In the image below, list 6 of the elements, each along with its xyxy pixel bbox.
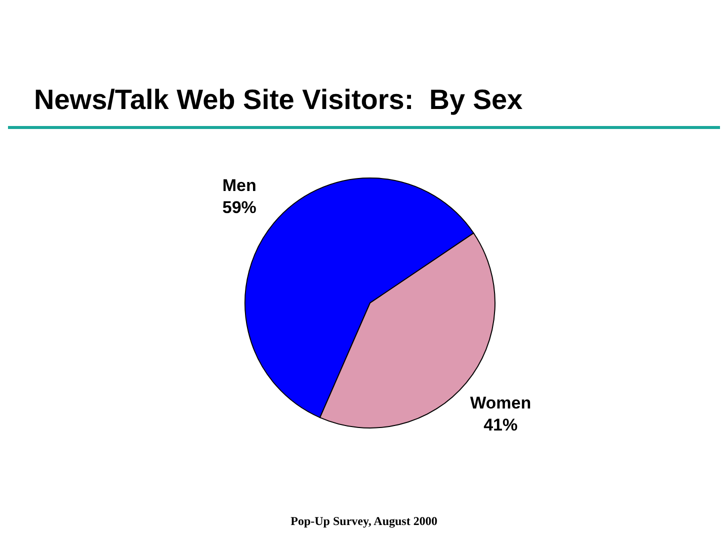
slice-label: Women bbox=[470, 393, 532, 412]
slice-label: Men bbox=[222, 176, 256, 195]
data-label: 41% bbox=[484, 416, 518, 435]
text: Pop-Up Survey, August 2000 bbox=[290, 514, 438, 529]
chart-title: News/Talk Web Site Visitors: By Sex bbox=[34, 84, 523, 116]
data-label: 59% bbox=[222, 198, 256, 217]
